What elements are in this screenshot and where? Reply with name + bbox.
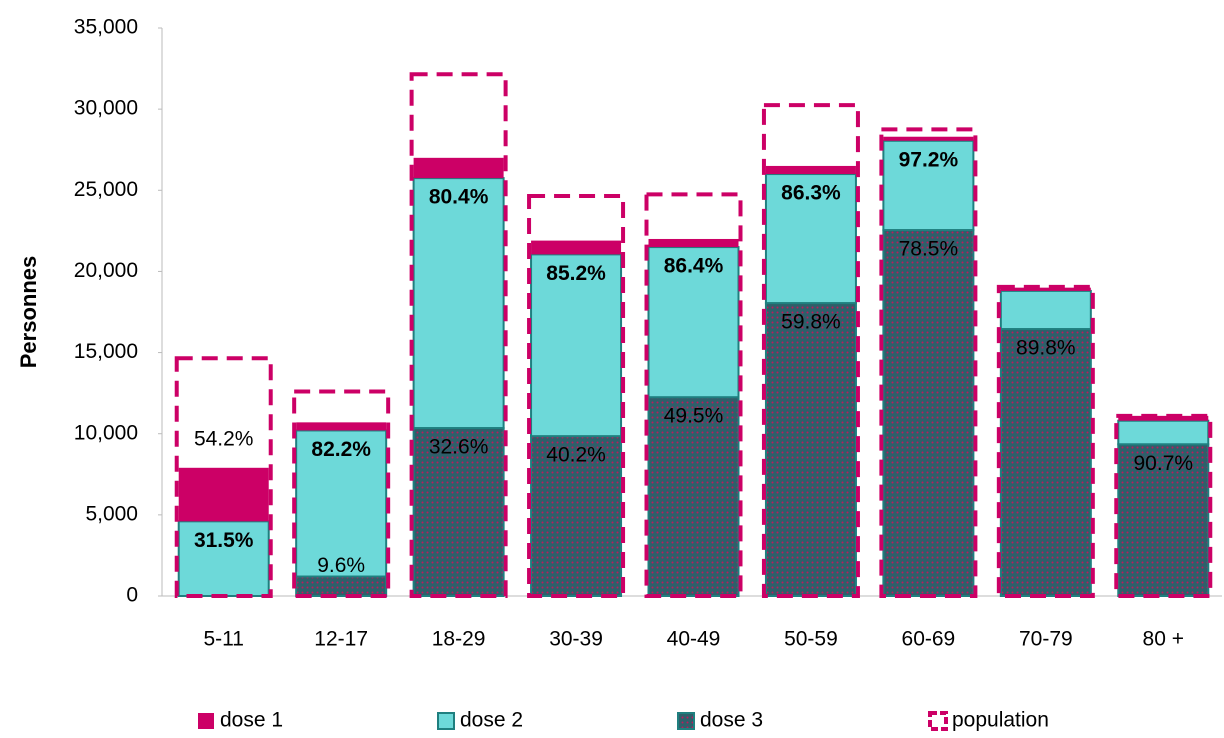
y-tick-label: 30,000 — [74, 97, 138, 120]
bar-segment — [295, 575, 388, 597]
legend-marker — [677, 712, 695, 730]
data-label: 78.5% — [899, 238, 959, 261]
legend-marker — [437, 712, 455, 730]
data-label: 86.4% — [664, 255, 724, 278]
population-outline — [174, 356, 273, 598]
bar-segment — [999, 328, 1092, 597]
data-label: 89.8% — [1016, 337, 1076, 360]
legend-marker — [198, 713, 214, 729]
bar-segment — [530, 435, 623, 597]
y-tick-label: 20,000 — [74, 259, 138, 282]
bar-segment — [648, 238, 739, 248]
data-label: 40.2% — [546, 444, 606, 467]
data-label: 59.8% — [781, 311, 841, 334]
bar-segment — [882, 229, 975, 597]
y-tick-label: 35,000 — [74, 16, 138, 39]
x-tick-label: 18-29 — [432, 628, 486, 651]
population-outline — [644, 192, 743, 598]
legend-label: dose 2 — [460, 709, 523, 732]
bar-segment — [882, 139, 975, 232]
bar-segment — [1117, 419, 1210, 446]
legend-label: dose 3 — [700, 709, 763, 732]
y-tick-label: 10,000 — [74, 421, 138, 444]
population-outline — [996, 284, 1095, 598]
bar-segment — [412, 177, 505, 430]
data-label: 82.2% — [311, 438, 371, 461]
data-label: 90.7% — [1134, 452, 1194, 475]
bar-segment — [1117, 443, 1210, 597]
bar-segment — [764, 173, 857, 305]
bar-segment — [413, 157, 504, 179]
bar-segment — [883, 136, 974, 141]
bar-segment — [765, 165, 856, 175]
y-tick-label: 5,000 — [85, 502, 138, 525]
bar-segment — [1118, 415, 1209, 421]
population-outline — [1114, 413, 1213, 598]
population-outline — [879, 127, 978, 599]
bar-segment — [764, 302, 857, 597]
x-tick-label: 60-69 — [902, 628, 956, 651]
data-label: 31.5% — [194, 529, 254, 552]
bar-segment — [1000, 287, 1091, 291]
x-tick-label: 30-39 — [549, 628, 603, 651]
bar-segment — [999, 289, 1092, 331]
legend-label: dose 1 — [220, 709, 283, 732]
data-label: 54.2% — [194, 427, 254, 450]
population-outline — [761, 103, 860, 598]
data-label: 49.5% — [664, 405, 724, 428]
population-outline — [409, 72, 508, 599]
data-label: 32.6% — [429, 436, 489, 459]
data-label: 86.3% — [781, 182, 841, 205]
y-tick-label: 15,000 — [74, 340, 138, 363]
data-label: 85.2% — [546, 262, 606, 285]
bar-segment — [531, 240, 622, 255]
y-tick-label: 0 — [126, 584, 138, 607]
x-tick-label: 70-79 — [1019, 628, 1073, 651]
bar-segment — [647, 246, 740, 399]
y-tick-label: 25,000 — [74, 178, 138, 201]
y-axis-title: Personnes — [16, 256, 41, 369]
x-tick-label: 40-49 — [667, 628, 721, 651]
data-label: 97.2% — [899, 148, 959, 171]
x-tick-label: 5-11 — [203, 628, 243, 651]
legend-label: population — [952, 709, 1049, 732]
x-tick-label: 50-59 — [784, 628, 838, 651]
data-label: 9.6% — [317, 554, 365, 577]
data-label: 80.4% — [429, 186, 489, 209]
x-tick-label: 80 + — [1143, 628, 1184, 651]
legend-marker — [928, 711, 948, 731]
population-outline — [527, 193, 626, 598]
x-tick-label: 12-17 — [314, 628, 368, 651]
bar-segment — [178, 467, 269, 522]
bar-segment — [296, 422, 387, 431]
